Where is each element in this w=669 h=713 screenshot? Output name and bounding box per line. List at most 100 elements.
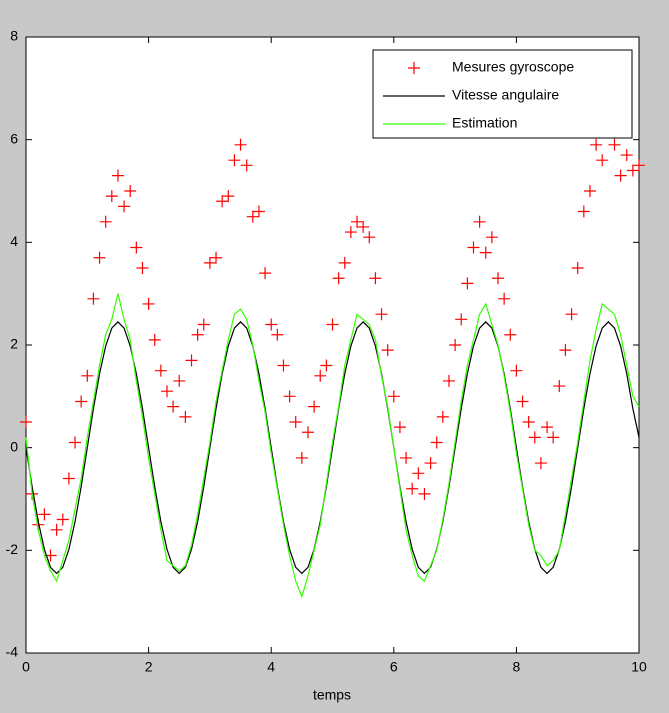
marker bbox=[455, 313, 468, 326]
x-tick-label: 6 bbox=[390, 659, 398, 675]
marker bbox=[626, 164, 639, 177]
marker bbox=[81, 369, 94, 382]
marker bbox=[222, 190, 235, 203]
series-line bbox=[25, 321, 640, 575]
marker bbox=[62, 472, 75, 485]
y-tick-label: 8 bbox=[10, 28, 18, 44]
marker bbox=[559, 344, 572, 357]
marker bbox=[185, 354, 198, 367]
marker bbox=[369, 272, 382, 285]
legend-box bbox=[372, 49, 633, 139]
marker bbox=[69, 436, 82, 449]
marker bbox=[498, 292, 511, 305]
marker bbox=[351, 215, 364, 228]
y-tick-label: -2 bbox=[6, 541, 19, 557]
marker bbox=[265, 318, 278, 331]
marker bbox=[338, 256, 351, 269]
marker bbox=[332, 272, 345, 285]
y-tick-label: 0 bbox=[10, 438, 18, 454]
marker bbox=[179, 410, 192, 423]
marker bbox=[577, 205, 590, 218]
marker bbox=[620, 149, 633, 162]
marker bbox=[99, 215, 112, 228]
x-tick-label: 0 bbox=[22, 659, 30, 675]
x-tick-label: 10 bbox=[631, 659, 647, 675]
x-axis-label: temps bbox=[313, 687, 351, 703]
marker bbox=[553, 380, 566, 393]
y-tick-label: 6 bbox=[10, 130, 18, 146]
y-tick-label: -4 bbox=[6, 644, 19, 660]
marker bbox=[412, 467, 425, 480]
marker bbox=[436, 410, 449, 423]
y-tick-label: 4 bbox=[10, 233, 18, 249]
marker bbox=[534, 457, 547, 470]
marker bbox=[167, 400, 180, 413]
marker bbox=[283, 390, 296, 403]
marker bbox=[301, 426, 314, 439]
marker bbox=[252, 205, 265, 218]
legend-label: Estimation bbox=[452, 115, 517, 131]
marker bbox=[406, 482, 419, 495]
marker bbox=[289, 416, 302, 428]
marker bbox=[20, 416, 32, 428]
marker bbox=[191, 328, 204, 341]
marker bbox=[124, 185, 137, 197]
marker bbox=[154, 364, 167, 377]
marker bbox=[492, 272, 505, 285]
marker bbox=[234, 138, 247, 151]
marker bbox=[105, 190, 118, 203]
marker bbox=[160, 385, 173, 398]
marker bbox=[541, 421, 554, 434]
marker bbox=[277, 359, 290, 372]
marker bbox=[203, 256, 216, 269]
marker bbox=[363, 231, 376, 244]
marker bbox=[442, 374, 455, 387]
marker bbox=[142, 297, 155, 310]
marker bbox=[344, 226, 357, 239]
legend-label: Vitesse angulaire bbox=[452, 87, 559, 103]
marker bbox=[504, 328, 517, 341]
marker bbox=[136, 262, 149, 274]
marker bbox=[271, 328, 284, 341]
y-tick-label: 2 bbox=[10, 336, 18, 352]
marker bbox=[295, 451, 308, 464]
x-tick-label: 8 bbox=[513, 659, 521, 675]
marker bbox=[547, 431, 560, 444]
plot-area bbox=[25, 36, 640, 654]
marker bbox=[424, 457, 437, 470]
marker bbox=[590, 138, 603, 151]
marker bbox=[375, 308, 388, 321]
marker bbox=[240, 159, 253, 172]
marker bbox=[38, 508, 51, 521]
marker bbox=[479, 246, 492, 259]
marker bbox=[56, 513, 69, 526]
marker bbox=[118, 200, 131, 213]
legend-marker bbox=[408, 62, 420, 74]
marker bbox=[596, 154, 609, 167]
marker bbox=[583, 185, 596, 197]
marker bbox=[314, 369, 327, 382]
x-tick-label: 4 bbox=[267, 659, 275, 675]
marker bbox=[259, 267, 272, 280]
marker bbox=[393, 421, 406, 434]
marker bbox=[75, 395, 88, 408]
marker bbox=[320, 359, 333, 372]
marker bbox=[467, 241, 480, 254]
marker bbox=[111, 169, 124, 182]
marker bbox=[148, 333, 161, 346]
marker bbox=[516, 395, 529, 408]
marker bbox=[608, 138, 621, 151]
marker bbox=[50, 523, 63, 536]
marker bbox=[387, 390, 400, 403]
series-line bbox=[25, 293, 640, 599]
marker bbox=[173, 374, 186, 387]
marker bbox=[357, 220, 370, 233]
legend: Mesures gyroscope Vitesse angulaire Estima… bbox=[372, 49, 633, 139]
marker bbox=[633, 159, 645, 172]
marker bbox=[522, 416, 535, 428]
legend-label: Mesures gyroscope bbox=[452, 59, 574, 75]
marker bbox=[571, 262, 584, 274]
marker bbox=[485, 231, 498, 244]
